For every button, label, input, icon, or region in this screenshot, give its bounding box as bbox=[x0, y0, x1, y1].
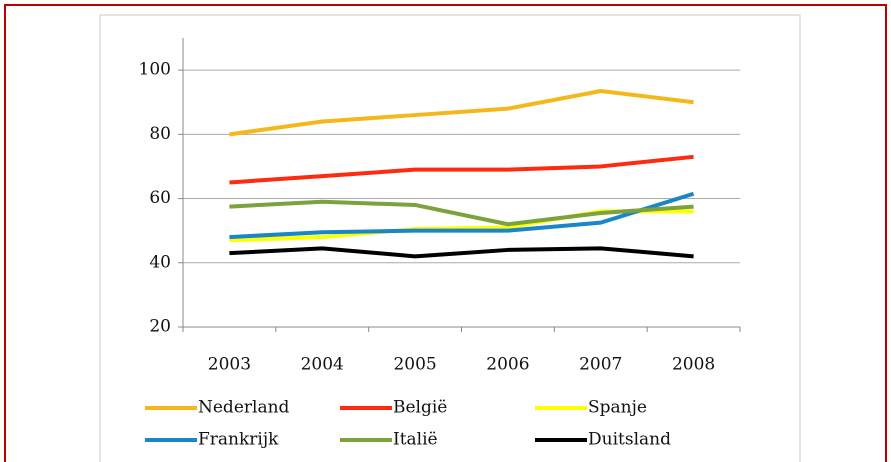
x-tick-label: 2006 bbox=[486, 355, 529, 375]
legend-label: Italië bbox=[393, 430, 438, 450]
y-tick-label: 60 bbox=[149, 188, 171, 208]
x-tick-label: 2003 bbox=[208, 355, 251, 375]
x-tick-label: 2004 bbox=[301, 355, 344, 375]
x-tick-label: 2008 bbox=[672, 355, 715, 375]
y-tick-label: 80 bbox=[149, 124, 171, 144]
series-line bbox=[229, 154, 694, 185]
y-tick-label: 20 bbox=[149, 317, 171, 337]
y-tick-label: 40 bbox=[149, 252, 171, 272]
legend-label: Spanje bbox=[588, 398, 647, 418]
chart-area bbox=[99, 14, 801, 462]
series-line bbox=[229, 246, 694, 259]
series-line bbox=[229, 88, 694, 137]
y-tick-label: 100 bbox=[139, 60, 171, 80]
legend-label: België bbox=[393, 398, 447, 418]
legend-label: Frankrijk bbox=[198, 430, 279, 450]
legend-label: Duitsland bbox=[588, 430, 671, 450]
series-line bbox=[229, 199, 694, 227]
series-line bbox=[229, 191, 695, 240]
legend-label: Nederland bbox=[198, 398, 290, 418]
x-tick-label: 2005 bbox=[393, 355, 436, 375]
x-tick-label: 2007 bbox=[579, 355, 622, 375]
